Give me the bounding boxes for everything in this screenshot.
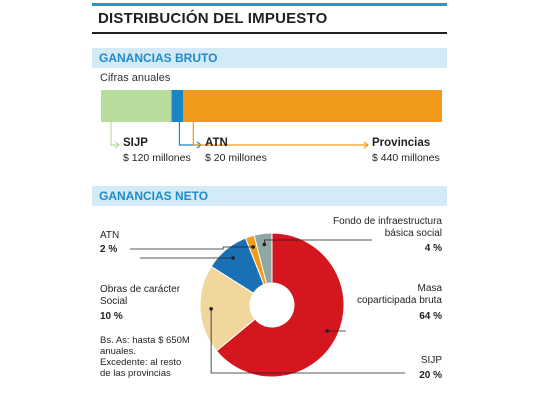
donut-label-sijp-name: SIJP [420, 355, 442, 366]
bar-leader-arrow-sijp [114, 141, 120, 149]
leader-atn [130, 246, 254, 250]
donut-label-fondo-name-2: básica social [384, 228, 442, 239]
donut-label-obras-pct: 10 % [100, 311, 123, 322]
leader-masa-dot [325, 329, 329, 333]
title-divider [92, 32, 447, 34]
bruto-section-title: GANANCIAS BRUTO [99, 51, 218, 65]
donut-slice-sijp [199, 265, 256, 352]
donut-label-sijp-pct: 20 % [419, 370, 442, 381]
neto-section-title: GANANCIAS NETO [99, 189, 209, 203]
bruto-section-band [92, 48, 447, 68]
bruto-subtitle: Cifras anuales [100, 72, 171, 84]
donut-label-obras-name-1: Obras de carácter [100, 284, 181, 295]
bar-segment-provincias [183, 90, 442, 122]
note-line-4: de las provincias [100, 368, 171, 379]
note-line-1: Bs. As: hasta $ 650M [100, 335, 190, 346]
leader-atn-dot [251, 245, 255, 249]
donut-slice-masa [215, 232, 345, 378]
donut-label-obras-name-2: Social [100, 296, 128, 307]
donut-label-masa-name-1: Masa [417, 283, 442, 294]
bar-label-provincias-value: $ 440 millones [372, 152, 440, 164]
bar-label-atn-name: ATN [205, 137, 228, 149]
bar-segment-atn [171, 90, 184, 122]
bar-leader-provincias [192, 122, 368, 146]
neto-section-band [92, 186, 447, 206]
leader-sijp-dot [209, 307, 213, 311]
bar-label-sijp-value: $ 120 millones [123, 152, 191, 164]
leader-sijp [210, 308, 405, 374]
donut-label-fondo-name-1: Fondo de infraestructura [333, 216, 442, 227]
donut-label-atn-pct: 2 % [100, 244, 118, 255]
page-title: DISTRIBUCIÓN DEL IMPUESTO [98, 10, 328, 27]
bar-label-provincias-name: Provincias [372, 137, 431, 149]
donut-label-atn-name: ATN [100, 230, 120, 241]
donut-label-fondo-pct: 4 % [424, 243, 442, 254]
bar-leader-atn [178, 122, 201, 146]
note-line-2: anuales. [100, 346, 136, 357]
bar-leader-sijp [110, 122, 119, 146]
leader-fondo-dot [262, 242, 267, 247]
bar-segment-sijp [101, 90, 172, 122]
donut-label-masa-name-2: coparticipada bruta [356, 295, 442, 306]
donut-label-masa-pct: 64 % [419, 311, 442, 322]
note-line-3: Excedente: al resto [100, 357, 182, 368]
top-accent-rule [92, 3, 447, 6]
leader-obras-dot [231, 256, 235, 260]
bar-leader-arrow-provincias [363, 141, 369, 149]
donut-slice-fondo [253, 232, 273, 285]
bar-label-sijp-name: SIJP [123, 137, 148, 149]
bar-label-atn-value: $ 20 millones [205, 152, 267, 164]
